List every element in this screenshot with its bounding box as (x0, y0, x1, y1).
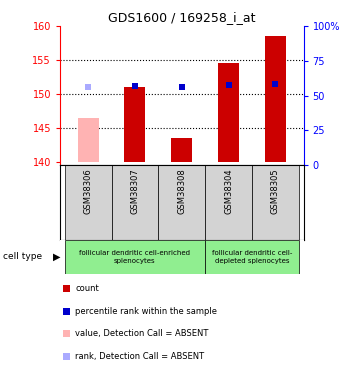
Bar (65, 240, 205, 274)
Bar (171, 138, 192, 162)
Text: GSM38305: GSM38305 (271, 169, 280, 214)
Text: cell type: cell type (3, 252, 43, 261)
Text: ▶: ▶ (53, 252, 61, 262)
Text: GSM38304: GSM38304 (224, 169, 233, 214)
Text: GSM38306: GSM38306 (84, 169, 93, 214)
Bar (265, 36, 286, 162)
Bar (158, 165, 205, 240)
Bar (205, 165, 252, 240)
Bar (205, 240, 299, 274)
Text: rank, Detection Call = ABSENT: rank, Detection Call = ABSENT (75, 352, 204, 361)
Text: count: count (75, 284, 99, 293)
Text: value, Detection Call = ABSENT: value, Detection Call = ABSENT (75, 329, 209, 338)
Title: GDS1600 / 169258_i_at: GDS1600 / 169258_i_at (108, 11, 256, 24)
Bar (125, 87, 145, 162)
Text: follicular dendritic cell-enriched
splenocytes: follicular dendritic cell-enriched splen… (80, 250, 190, 264)
Text: follicular dendritic cell-
depleted splenocytes: follicular dendritic cell- depleted sple… (212, 250, 292, 264)
Bar (65, 165, 111, 240)
Text: GSM38308: GSM38308 (177, 169, 186, 214)
Text: percentile rank within the sample: percentile rank within the sample (75, 307, 217, 316)
Bar (78, 118, 99, 162)
Bar (111, 165, 158, 240)
Bar (218, 63, 239, 162)
Text: GSM38307: GSM38307 (130, 169, 140, 214)
Bar (252, 165, 299, 240)
